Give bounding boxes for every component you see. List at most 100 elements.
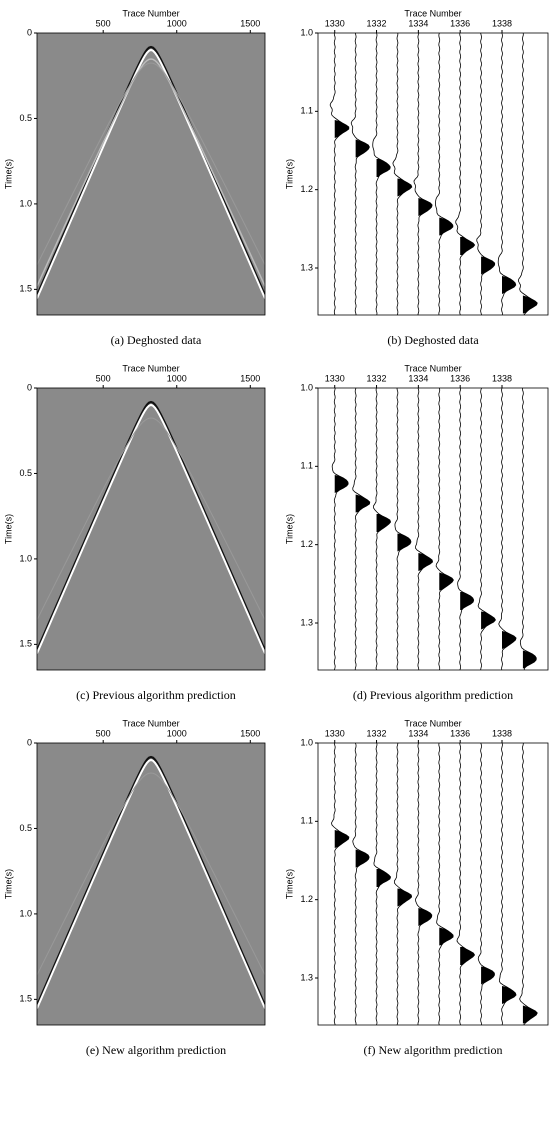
faint <box>37 772 265 976</box>
wavelet-fill <box>376 514 391 532</box>
plot-area <box>37 388 265 670</box>
ghost <box>37 58 265 287</box>
y-tick-label: 1.5 <box>19 639 32 649</box>
y-tick-label: 1.5 <box>19 284 32 294</box>
frame <box>36 387 266 671</box>
x-axis-label: Trace Number <box>404 8 461 18</box>
y-tick-label: 1.2 <box>300 184 313 194</box>
wavelet-fill <box>481 611 496 630</box>
trace <box>476 33 496 315</box>
trace <box>498 743 517 1025</box>
x-tick-label: 1336 <box>450 373 470 383</box>
trace <box>394 388 412 670</box>
trace <box>498 388 517 670</box>
event-black <box>37 755 265 1006</box>
y-tick-label: 1.3 <box>300 262 313 272</box>
wavelet-fill <box>397 533 411 552</box>
trace <box>352 743 370 1025</box>
x-tick-label: 1334 <box>408 728 428 738</box>
x-tick-label: 1332 <box>367 18 387 28</box>
x-tick-label: 1000 <box>167 18 187 28</box>
y-tick-label: 1.0 <box>300 737 313 747</box>
plot-area <box>329 33 538 315</box>
wavelet-fill <box>355 849 370 868</box>
y-tick-label: 1.1 <box>300 106 313 116</box>
caption: (e) New algorithm prediction <box>86 1043 226 1057</box>
y-axis-label: Time(s) <box>284 159 294 189</box>
y-tick-label: 0.5 <box>19 468 32 478</box>
x-tick-label: 1500 <box>240 18 260 28</box>
wavelet-fill <box>376 159 391 177</box>
wavelet-fill <box>460 237 475 255</box>
wavelet-fill <box>481 966 495 985</box>
x-tick-label: 1336 <box>450 18 470 28</box>
y-tick-label: 1.0 <box>300 382 313 392</box>
x-tick-label: 1330 <box>325 373 345 383</box>
trace <box>435 388 454 670</box>
trace <box>329 33 350 315</box>
wavelet-fill <box>502 276 516 294</box>
x-tick-label: 500 <box>96 728 111 738</box>
x-tick-label: 1336 <box>450 728 470 738</box>
trace <box>477 743 495 1025</box>
wavelet-fill <box>334 830 349 848</box>
trace <box>413 33 433 315</box>
trace <box>519 743 538 1025</box>
image-background <box>37 743 265 1025</box>
y-tick-label: 0 <box>27 737 32 747</box>
trace <box>477 388 496 670</box>
plot-area <box>37 743 265 1025</box>
x-axis-label: Trace Number <box>404 363 461 373</box>
x-tick-label: 1334 <box>408 18 428 28</box>
y-axis-label: Time(s) <box>284 514 294 544</box>
y-tick-label: 1.1 <box>300 816 313 826</box>
y-axis-label: Time(s) <box>3 869 13 899</box>
x-tick-label: 1338 <box>492 18 512 28</box>
trace <box>457 388 475 670</box>
plot-area <box>331 743 538 1025</box>
caption: (b) Deghosted data <box>387 333 479 347</box>
wavelet-fill <box>460 947 475 965</box>
wavelet-fill <box>522 295 538 314</box>
wavelet-fill <box>502 986 517 1004</box>
trace <box>456 743 476 1025</box>
y-axis-label: Time(s) <box>284 869 294 899</box>
trace <box>331 388 349 670</box>
trace <box>436 743 454 1025</box>
frame <box>317 32 549 316</box>
caption: (a) Deghosted data <box>111 333 202 347</box>
x-axis-label: Trace Number <box>122 718 179 728</box>
wavelet-fill <box>397 178 412 197</box>
y-tick-label: 0.5 <box>19 113 32 123</box>
trace <box>415 388 434 670</box>
wavelet-fill <box>460 592 474 610</box>
wavelet-fill <box>522 650 537 669</box>
event-white <box>37 758 265 1009</box>
trace <box>415 743 433 1025</box>
trace <box>352 388 371 670</box>
x-tick-label: 1500 <box>240 373 260 383</box>
wavelet-fill <box>439 572 454 591</box>
x-tick-label: 1338 <box>492 373 512 383</box>
y-axis-label: Time(s) <box>3 514 13 544</box>
event-white <box>37 48 265 299</box>
wavelet-fill <box>397 888 412 907</box>
frame <box>36 742 266 1026</box>
faint <box>37 417 265 621</box>
x-tick-label: 1334 <box>408 373 428 383</box>
trace <box>331 743 350 1025</box>
trace <box>517 33 538 315</box>
x-tick-label: 1338 <box>492 728 512 738</box>
y-tick-label: 1.0 <box>300 27 313 37</box>
x-axis-label: Trace Number <box>122 8 179 18</box>
y-tick-label: 1.5 <box>19 994 32 1004</box>
frame <box>317 742 549 1026</box>
event-black <box>37 45 265 296</box>
x-axis-label: Trace Number <box>122 363 179 373</box>
y-axis-label: Time(s) <box>3 159 13 189</box>
y-tick-label: 1.2 <box>300 894 313 904</box>
trace <box>497 33 517 315</box>
x-tick-label: 500 <box>96 373 111 383</box>
wavelet-fill <box>355 494 370 513</box>
